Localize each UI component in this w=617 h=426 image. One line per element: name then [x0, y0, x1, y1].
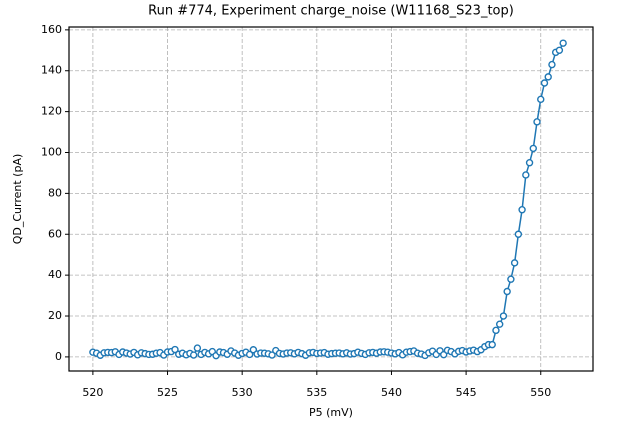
- data-point: [492, 326, 500, 335]
- x-tick-label: 530: [232, 386, 253, 399]
- data-point: [503, 287, 511, 296]
- data-point: [488, 340, 496, 349]
- data-point: [499, 312, 508, 320]
- y-tick-label: 120: [41, 105, 62, 118]
- data-point: [514, 230, 523, 238]
- data-point: [548, 60, 556, 69]
- data-point: [533, 118, 541, 126]
- data-point: [171, 345, 179, 354]
- data-point: [529, 144, 537, 153]
- data-point: [245, 350, 254, 359]
- y-tick-label: 80: [48, 186, 62, 199]
- y-tick-label: 20: [48, 309, 62, 322]
- data-point: [510, 259, 519, 267]
- data-point: [495, 320, 504, 328]
- chart-title: Run #774, Experiment charge_noise (W1116…: [148, 4, 514, 19]
- y-tick-label: 100: [41, 145, 62, 158]
- x-tick-label: 540: [381, 386, 402, 399]
- data-point: [193, 344, 202, 352]
- y-tick-label: 0: [55, 350, 62, 363]
- plot-frame: [68, 26, 594, 372]
- data-point: [540, 79, 549, 87]
- data-point: [189, 351, 198, 359]
- y-tick-label: 40: [48, 268, 62, 281]
- y-tick-label: 60: [48, 227, 62, 240]
- x-tick-label: 550: [530, 386, 551, 399]
- y-tick-label: 140: [41, 64, 62, 77]
- x-tick-label: 525: [157, 386, 178, 399]
- data-point: [555, 46, 564, 55]
- data-point: [537, 95, 545, 104]
- data-point: [518, 206, 526, 214]
- data-point: [268, 351, 276, 359]
- data-point: [559, 39, 567, 47]
- x-tick-label: 535: [306, 386, 327, 399]
- data-point: [525, 159, 534, 167]
- data-point: [522, 171, 530, 179]
- x-axis-label: P5 (mV): [309, 406, 353, 419]
- x-tick-label: 545: [456, 386, 477, 399]
- y-axis-label: QD_Current (pA): [11, 154, 24, 245]
- x-tick-label: 520: [82, 386, 103, 399]
- y-tick-label: 160: [41, 23, 62, 36]
- data-point: [507, 275, 515, 283]
- data-point: [544, 73, 552, 81]
